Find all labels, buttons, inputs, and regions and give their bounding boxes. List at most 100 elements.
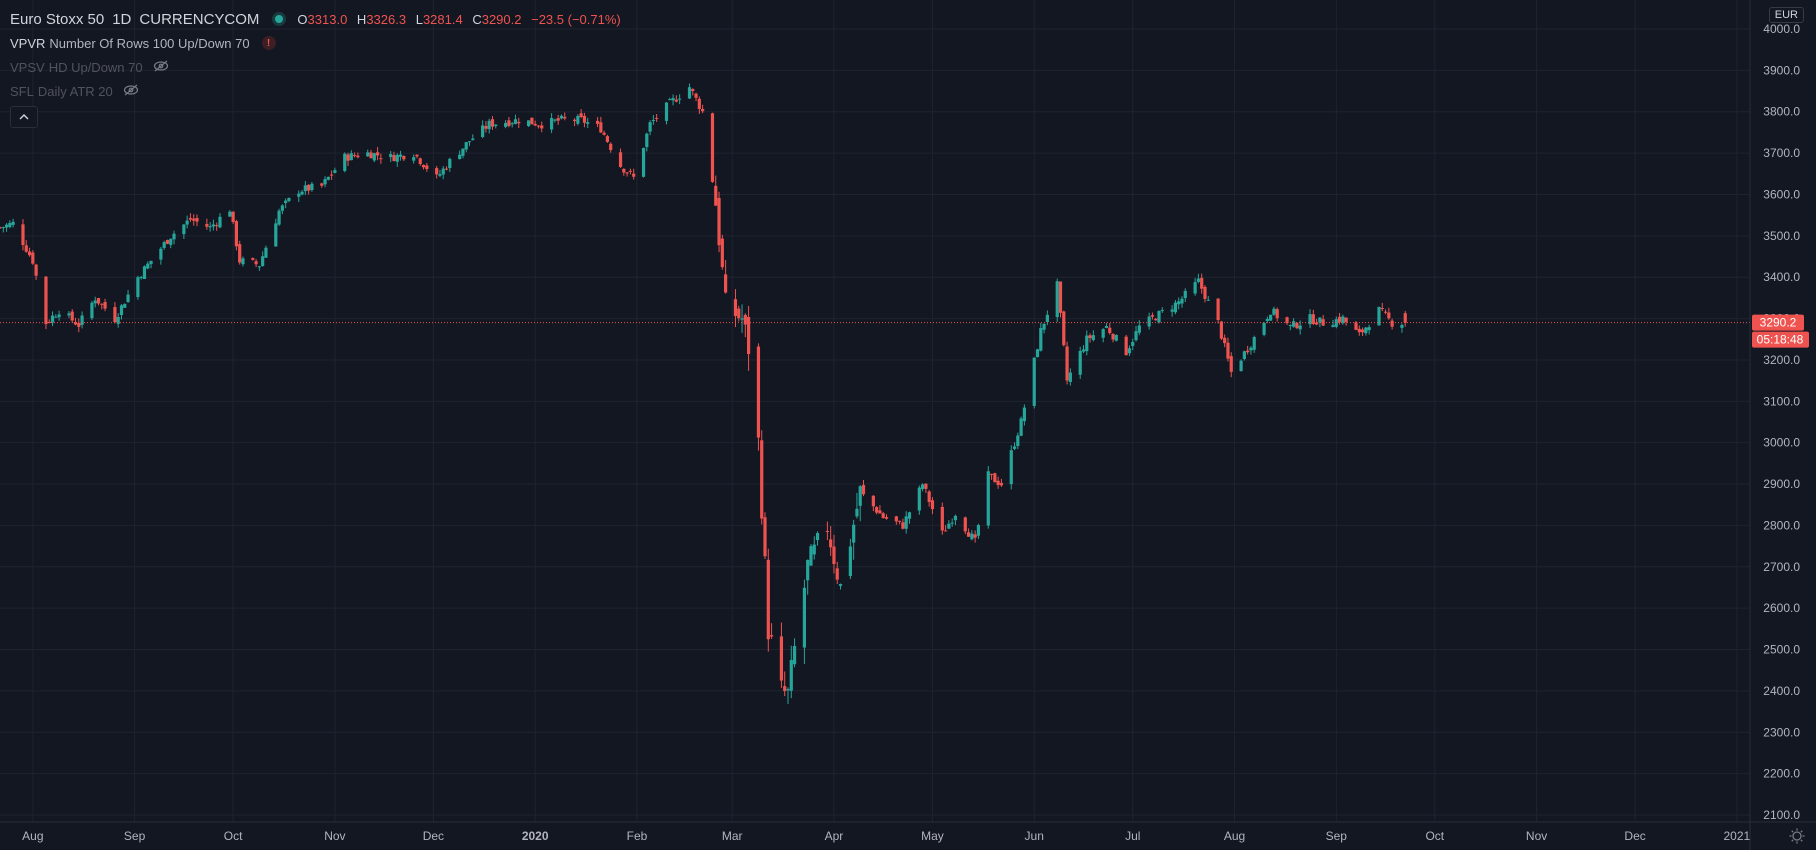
symbol-name[interactable]: Euro Stoxx 50	[10, 10, 105, 28]
candle	[848, 538, 852, 580]
time-tick-label: Sep	[1326, 829, 1348, 843]
candle	[717, 191, 721, 253]
candle	[953, 514, 958, 526]
chart-legend: Euro Stoxx 50 1D CURRENCYCOM O3313.0 H33…	[10, 8, 627, 128]
candle	[756, 343, 761, 451]
candle	[379, 153, 383, 164]
time-tick-label: Aug	[22, 829, 43, 843]
price-tick-label: 3200.0	[1763, 353, 1800, 367]
candle	[441, 166, 445, 180]
candle	[1377, 306, 1381, 326]
candle	[1367, 324, 1371, 335]
candle	[950, 518, 954, 527]
candle	[1298, 320, 1302, 335]
candle	[1085, 330, 1089, 356]
candle	[418, 157, 422, 166]
price-tick-label: 3900.0	[1763, 63, 1800, 77]
candle	[963, 516, 967, 535]
currency-badge[interactable]: EUR	[1768, 7, 1804, 23]
candle	[274, 218, 278, 247]
candle	[1078, 346, 1082, 379]
candle	[44, 276, 48, 330]
interval-label[interactable]: 1D	[112, 10, 132, 28]
candle	[898, 520, 902, 525]
candle	[47, 319, 51, 324]
candle	[70, 309, 74, 323]
candle	[228, 209, 232, 217]
candle	[307, 184, 311, 195]
candle	[691, 88, 695, 96]
candle	[1229, 352, 1233, 378]
indicator-vpsv[interactable]: VPSV HD Up/Down 70	[10, 56, 627, 78]
candle	[737, 305, 741, 322]
candle	[461, 148, 465, 159]
candle	[894, 515, 898, 525]
candle	[582, 112, 587, 128]
candle	[494, 124, 498, 129]
candle	[1180, 296, 1184, 308]
candle	[779, 622, 784, 688]
candle	[1390, 318, 1394, 330]
candle	[1311, 309, 1315, 325]
candle	[185, 215, 189, 229]
candle	[1009, 445, 1013, 490]
candle	[303, 181, 307, 195]
candle	[809, 543, 813, 566]
indicator-name: VPVR	[10, 35, 46, 51]
candle	[664, 102, 669, 125]
collapse-legend-button[interactable]	[10, 106, 38, 128]
candle	[714, 175, 718, 206]
candle	[0, 226, 2, 229]
candle	[1216, 298, 1220, 324]
candle	[234, 219, 238, 251]
candle	[1127, 345, 1132, 357]
candle	[976, 523, 981, 539]
candle	[80, 311, 84, 329]
indicator-args: Number Of Rows 100 Up/Down 70	[49, 35, 250, 51]
candle	[1364, 326, 1368, 336]
price-tick-label: 4000.0	[1763, 22, 1800, 36]
candle	[1219, 320, 1223, 341]
candle	[530, 117, 534, 125]
candle	[572, 118, 577, 127]
candle	[579, 109, 583, 119]
candle	[1400, 323, 1404, 333]
candle	[743, 313, 747, 338]
candle	[559, 114, 564, 120]
candle	[1039, 322, 1043, 352]
candle	[595, 117, 600, 128]
low-label: L	[415, 11, 423, 27]
candle	[34, 263, 38, 280]
market-status-icon[interactable]	[275, 15, 284, 23]
candle	[444, 166, 449, 171]
candle	[481, 120, 485, 139]
candle	[169, 238, 173, 249]
gear-icon[interactable]	[1789, 828, 1805, 844]
candle	[829, 526, 833, 556]
time-tick-label: May	[921, 829, 944, 843]
candle	[648, 120, 652, 136]
candle	[487, 118, 491, 134]
indicator-args: Daily ATR 20	[37, 83, 113, 99]
candle	[1360, 327, 1365, 337]
candle	[402, 155, 406, 162]
eye-off-icon[interactable]	[153, 60, 169, 75]
candle	[1101, 328, 1105, 343]
candle	[687, 83, 692, 99]
indicator-sfl[interactable]: SFL Daily ATR 20	[10, 80, 627, 102]
candle	[861, 480, 866, 497]
candle	[668, 97, 672, 101]
warning-icon[interactable]: !	[261, 36, 276, 50]
high-label: H	[356, 11, 367, 27]
eye-off-icon[interactable]	[123, 84, 139, 99]
candle	[57, 310, 61, 321]
indicator-vpvr[interactable]: VPVR Number Of Rows 100 Up/Down 70 !	[10, 32, 627, 54]
candle	[136, 275, 140, 300]
candle	[628, 168, 632, 175]
candle	[159, 246, 163, 265]
candle	[720, 234, 724, 270]
candle	[1022, 404, 1026, 426]
candle	[783, 671, 787, 697]
candle	[884, 514, 889, 520]
